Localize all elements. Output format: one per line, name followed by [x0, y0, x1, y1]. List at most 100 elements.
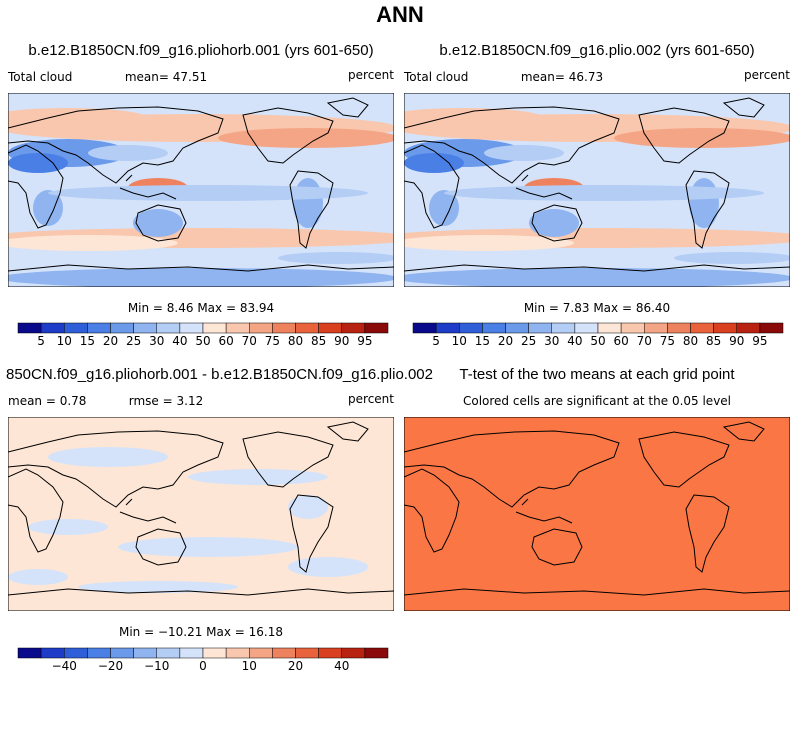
colorbar-box	[505, 322, 529, 334]
colorbar-label: 50	[195, 334, 210, 348]
colorbar-label: 75	[265, 334, 280, 348]
map	[404, 93, 790, 287]
colorbar-label: 10	[57, 334, 72, 348]
colorbar-box	[364, 322, 389, 334]
colorbar-label: 85	[706, 334, 721, 348]
colorbar-box	[341, 647, 366, 659]
colorbar-label: 90	[334, 334, 349, 348]
colorbar-box	[459, 322, 483, 334]
map-field	[484, 145, 564, 161]
map-field	[8, 268, 394, 287]
map-field	[88, 145, 168, 161]
colorbar-box	[551, 322, 576, 334]
map-field	[404, 417, 790, 611]
colorbar-box	[87, 322, 111, 334]
colorbar-label: 60	[218, 334, 233, 348]
map-field	[48, 447, 168, 467]
colorbar-box	[295, 322, 319, 334]
panel-title: b.e12.B1850CN.f09_g16.plio.002 (yrs 601-…	[439, 42, 754, 59]
colorbar-label: 95	[752, 334, 767, 348]
colorbar-label: 75	[660, 334, 675, 348]
colorbar-box	[133, 322, 157, 334]
colorbar-label: 70	[242, 334, 257, 348]
map-field	[674, 252, 790, 264]
colorbar-box	[341, 322, 366, 334]
colorbar-label: 20	[498, 334, 513, 348]
map	[8, 417, 394, 611]
map-field	[8, 108, 148, 128]
map-field	[8, 417, 394, 611]
panel-title: b.e12.B1850CN.f09_g16.pliohorb.001 (yrs …	[28, 42, 373, 59]
map	[8, 93, 394, 287]
colorbar-box	[110, 647, 134, 659]
map-field	[429, 190, 459, 226]
colorbar-label: 15	[80, 334, 95, 348]
colorbar-box	[318, 647, 342, 659]
colorbar-box	[249, 322, 273, 334]
colorbar-label: 30	[544, 334, 559, 348]
map-field	[8, 153, 68, 173]
colorbar-label: 20	[103, 334, 118, 348]
panel-center-label: mean= 47.51	[125, 70, 207, 84]
map-field	[614, 128, 790, 148]
colorbar-box	[295, 647, 319, 659]
colorbar-box	[435, 322, 460, 334]
colorbar-box	[528, 322, 552, 334]
colorbar-box	[179, 647, 204, 659]
colorbar-label: 70	[637, 334, 652, 348]
map-field	[404, 153, 464, 173]
colorbar-box	[482, 322, 506, 334]
colorbar-label: 5	[432, 334, 440, 348]
panel-center-label: mean= 46.73	[521, 70, 603, 84]
colorbar-box	[202, 647, 227, 659]
map-field	[404, 235, 574, 251]
figure-title: ANN	[376, 2, 424, 27]
colorbar-label: 40	[334, 659, 349, 673]
colorbar-label: 80	[288, 334, 303, 348]
map-field	[288, 557, 368, 577]
colorbar-box	[225, 647, 250, 659]
colorbar-label: 40	[172, 334, 187, 348]
colorbar-box	[225, 322, 250, 334]
colorbar-box	[40, 322, 65, 334]
colorbar-box	[133, 647, 157, 659]
colorbar-label: 95	[357, 334, 372, 348]
colorbar-box	[620, 322, 645, 334]
colorbar-box	[597, 322, 622, 334]
colorbar-box	[412, 322, 437, 334]
map	[404, 417, 790, 611]
colorbar-box	[179, 322, 204, 334]
colorbar-label: 15	[475, 334, 490, 348]
colorbar-box	[156, 322, 181, 334]
map-field	[8, 235, 178, 251]
colorbar-box	[667, 322, 691, 334]
panel-left-label: Total cloud	[7, 70, 72, 84]
colorbar-label: 0	[199, 659, 207, 673]
colorbar-box	[690, 322, 714, 334]
panel-right-label: percent	[744, 68, 790, 82]
panel-title: 850CN.f09_g16.pliohorb.001 - b.e12.B1850…	[6, 366, 433, 383]
colorbar-label: −10	[144, 659, 169, 673]
map-field	[529, 209, 579, 237]
colorbar-box	[272, 322, 296, 334]
colorbar-label: 10	[452, 334, 467, 348]
colorbar-label: −20	[98, 659, 123, 673]
colorbar-label: 60	[613, 334, 628, 348]
panel-title: T-test of the two means at each grid poi…	[459, 366, 735, 383]
colorbar-label: 25	[521, 334, 536, 348]
colorbar-label: 30	[149, 334, 164, 348]
colorbar-label: 90	[729, 334, 744, 348]
panel-stats: Min = 8.46 Max = 83.94	[128, 301, 274, 315]
map-field	[188, 469, 328, 485]
colorbar-box	[318, 322, 342, 334]
colorbar-box	[110, 322, 134, 334]
colorbar-box	[644, 322, 668, 334]
map-field	[444, 185, 764, 201]
panel-right-label: percent	[348, 68, 394, 82]
colorbar-label: 50	[590, 334, 605, 348]
map-field	[404, 108, 544, 128]
colorbar-box	[156, 647, 181, 659]
map-field	[278, 252, 394, 264]
panel-right-label: percent	[348, 392, 394, 406]
